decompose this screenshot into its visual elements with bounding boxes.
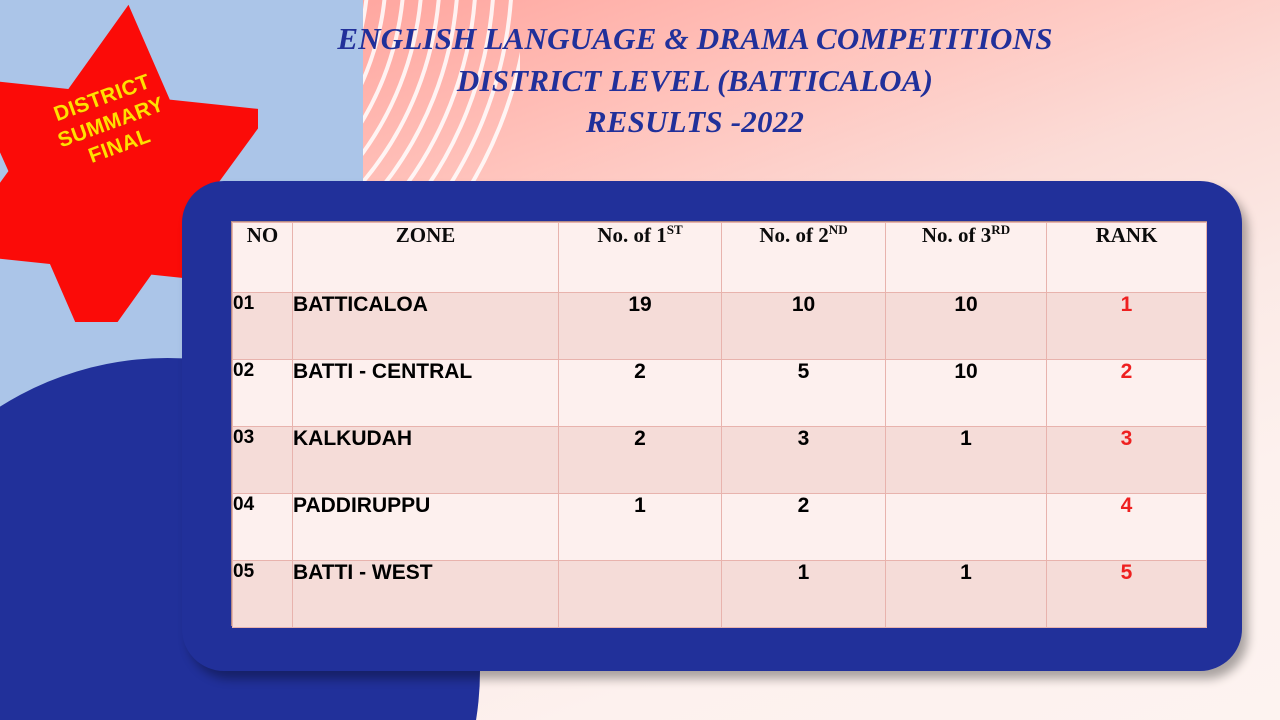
header-rank: RANK — [1046, 222, 1207, 293]
row-first: 1 — [558, 493, 722, 561]
row-zone: BATTICALOA — [292, 292, 559, 360]
table-body: 01 BATTICALOA 19 10 10 1 02 BATTI - CENT… — [232, 292, 1207, 628]
row-second: 1 — [721, 560, 886, 628]
row-zone: KALKUDAH — [292, 426, 559, 494]
results-table: NO ZONE No. of 1ST No. of 2ND No. of 3RD… — [232, 222, 1207, 628]
table-header-row: NO ZONE No. of 1ST No. of 2ND No. of 3RD… — [232, 222, 1207, 293]
row-second: 2 — [721, 493, 886, 561]
results-table-container: NO ZONE No. of 1ST No. of 2ND No. of 3RD… — [231, 221, 1207, 628]
row-second: 10 — [721, 292, 886, 360]
row-number: 01 — [232, 292, 293, 360]
title-line-1: ENGLISH LANGUAGE & DRAMA COMPETITIONS — [337, 21, 1053, 56]
table-row: 05 BATTI - WEST 1 1 5 — [232, 560, 1207, 628]
row-third — [885, 493, 1047, 561]
row-third: 10 — [885, 292, 1047, 360]
row-number: 04 — [232, 493, 293, 561]
row-rank: 5 — [1046, 560, 1207, 628]
title-line-3: RESULTS -2022 — [585, 104, 805, 140]
table-row: 04 PADDIRUPPU 1 2 4 — [232, 493, 1207, 561]
row-second: 3 — [721, 426, 886, 494]
row-rank: 4 — [1046, 493, 1207, 561]
header-zone: ZONE — [292, 222, 559, 293]
header-second-place: No. of 2ND — [721, 222, 886, 293]
table-header: NO ZONE No. of 1ST No. of 2ND No. of 3RD… — [232, 222, 1207, 293]
page-title: ENGLISH LANGUAGE & DRAMA COMPETITIONS DI… — [300, 18, 1090, 143]
row-rank: 3 — [1046, 426, 1207, 494]
row-third: 1 — [885, 560, 1047, 628]
row-rank: 2 — [1046, 359, 1207, 427]
row-first — [558, 560, 722, 628]
row-first: 19 — [558, 292, 722, 360]
header-first-place: No. of 1ST — [558, 222, 722, 293]
row-number: 03 — [232, 426, 293, 494]
row-zone: PADDIRUPPU — [292, 493, 559, 561]
table-row: 02 BATTI - CENTRAL 2 5 10 2 — [232, 359, 1207, 427]
row-zone: BATTI - WEST — [292, 560, 559, 628]
title-line-2: DISTRICT LEVEL (BATTICALOA) — [456, 62, 934, 98]
row-third: 10 — [885, 359, 1047, 427]
row-number: 05 — [232, 560, 293, 628]
row-rank: 1 — [1046, 292, 1207, 360]
header-no: NO — [232, 222, 293, 293]
row-third: 1 — [885, 426, 1047, 494]
header-third-place: No. of 3RD — [885, 222, 1047, 293]
row-first: 2 — [558, 426, 722, 494]
table-row: 03 KALKUDAH 2 3 1 3 — [232, 426, 1207, 494]
row-number: 02 — [232, 359, 293, 427]
row-second: 5 — [721, 359, 886, 427]
row-zone: BATTI - CENTRAL — [292, 359, 559, 427]
row-first: 2 — [558, 359, 722, 427]
table-row: 01 BATTICALOA 19 10 10 1 — [232, 292, 1207, 360]
